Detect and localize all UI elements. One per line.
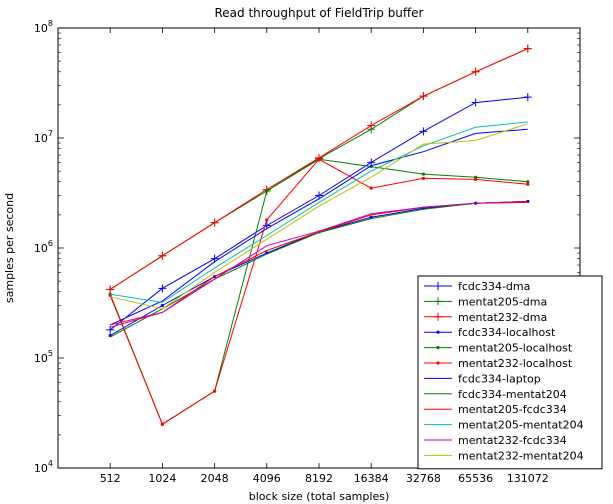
legend-marker — [434, 312, 442, 321]
data-point — [474, 177, 478, 182]
data-point — [160, 422, 164, 426]
data-point — [471, 98, 480, 107]
data-point — [526, 182, 530, 186]
x-tick-label: 16384 — [354, 472, 389, 485]
series-fcdc334-mentat204 — [109, 200, 528, 338]
legend-label: fcdc334-laptop — [458, 372, 541, 385]
y-axis-label: samples per second — [3, 193, 16, 303]
data-point — [474, 175, 478, 179]
x-tick-label: 8192 — [305, 472, 333, 485]
legend-item: mentat232-dma — [424, 311, 547, 324]
x-tick-label: 65536 — [458, 472, 493, 485]
x-tick-label: 512 — [100, 472, 121, 485]
legend-item: mentat205-fcdc334 — [424, 403, 567, 416]
data-point — [523, 44, 532, 53]
legend-marker — [436, 330, 440, 334]
y-tick-label: 105 — [34, 349, 53, 365]
data-point — [210, 218, 219, 227]
series-line — [110, 123, 528, 310]
data-point — [526, 180, 530, 184]
data-point — [369, 186, 373, 190]
x-axis-label: block size (total samples) — [249, 490, 389, 503]
y-tick-label: 106 — [34, 239, 53, 255]
legend-item: fcdc334-dma — [424, 280, 530, 293]
legend-label: mentat232-mentat204 — [458, 449, 584, 462]
data-point — [158, 251, 167, 260]
legend-item: mentat232-mentat204 — [424, 449, 584, 462]
y-tick-label: 104 — [34, 459, 53, 475]
y-tick-label: 108 — [34, 19, 53, 35]
chart-title: Read throughput of FieldTrip buffer — [214, 6, 423, 20]
x-tick-label: 2048 — [201, 472, 229, 485]
series-mentat232-localhost — [108, 157, 530, 426]
legend-item: mentat205-mentat204 — [424, 419, 584, 432]
legend-label: mentat205-localhost — [458, 342, 573, 355]
series-line — [110, 121, 528, 303]
series-fcdc334-laptop — [109, 128, 528, 326]
legend-item: mentat232-fcdc334 — [424, 434, 567, 447]
legend-box — [417, 275, 603, 470]
x-tick-label: 1024 — [148, 472, 176, 485]
data-point — [213, 389, 217, 393]
data-point — [265, 218, 269, 222]
legend-label: mentat205-mentat204 — [458, 419, 584, 432]
data-point — [419, 127, 428, 136]
data-point — [158, 284, 167, 293]
legend-label: fcdc334-dma — [458, 280, 530, 293]
legend-label: mentat205-fcdc334 — [458, 403, 567, 416]
legend-marker — [436, 361, 440, 365]
data-point — [523, 93, 532, 102]
y-tick-label: 107 — [34, 129, 53, 145]
legend-item: mentat205-dma — [424, 295, 547, 308]
series-mentat232-fcdc334 — [110, 200, 528, 328]
series-line — [110, 200, 528, 328]
data-point — [471, 67, 480, 76]
series-line — [109, 200, 528, 338]
legend-item: fcdc334-localhost — [424, 326, 556, 339]
legend-item: mentat232-localhost — [424, 357, 573, 370]
legend-item: mentat205-localhost — [424, 342, 573, 355]
data-point — [421, 172, 425, 176]
data-point — [106, 285, 115, 294]
legend-label: mentat232-localhost — [458, 357, 573, 370]
legend-label: mentat232-dma — [458, 311, 547, 324]
data-point — [315, 191, 323, 200]
series-line — [109, 128, 528, 326]
data-point — [419, 92, 428, 101]
series-mentat232-mentat204 — [110, 123, 528, 310]
data-point — [317, 157, 321, 161]
data-point — [160, 303, 164, 308]
legend-item: fcdc334-laptop — [424, 372, 541, 385]
series-mentat205-mentat204 — [110, 121, 528, 303]
legend-label: mentat205-dma — [458, 295, 547, 308]
data-point — [265, 189, 269, 193]
x-tick-label: 32768 — [406, 472, 441, 485]
data-point — [421, 176, 425, 180]
legend-marker — [434, 297, 442, 306]
legend-label: fcdc334-mentat204 — [458, 388, 567, 401]
legend-item: fcdc334-mentat204 — [424, 388, 567, 401]
data-point — [367, 121, 376, 130]
legend-marker — [436, 346, 440, 350]
x-tick-label: 131072 — [507, 472, 549, 485]
legend-label: fcdc334-localhost — [458, 326, 556, 339]
x-tick-label: 4096 — [253, 472, 281, 485]
legend: fcdc334-dma mentat205-dma mentat232-dma fcd… — [417, 275, 603, 470]
legend-marker — [434, 282, 442, 290]
legend-label: mentat232-fcdc334 — [458, 434, 567, 447]
